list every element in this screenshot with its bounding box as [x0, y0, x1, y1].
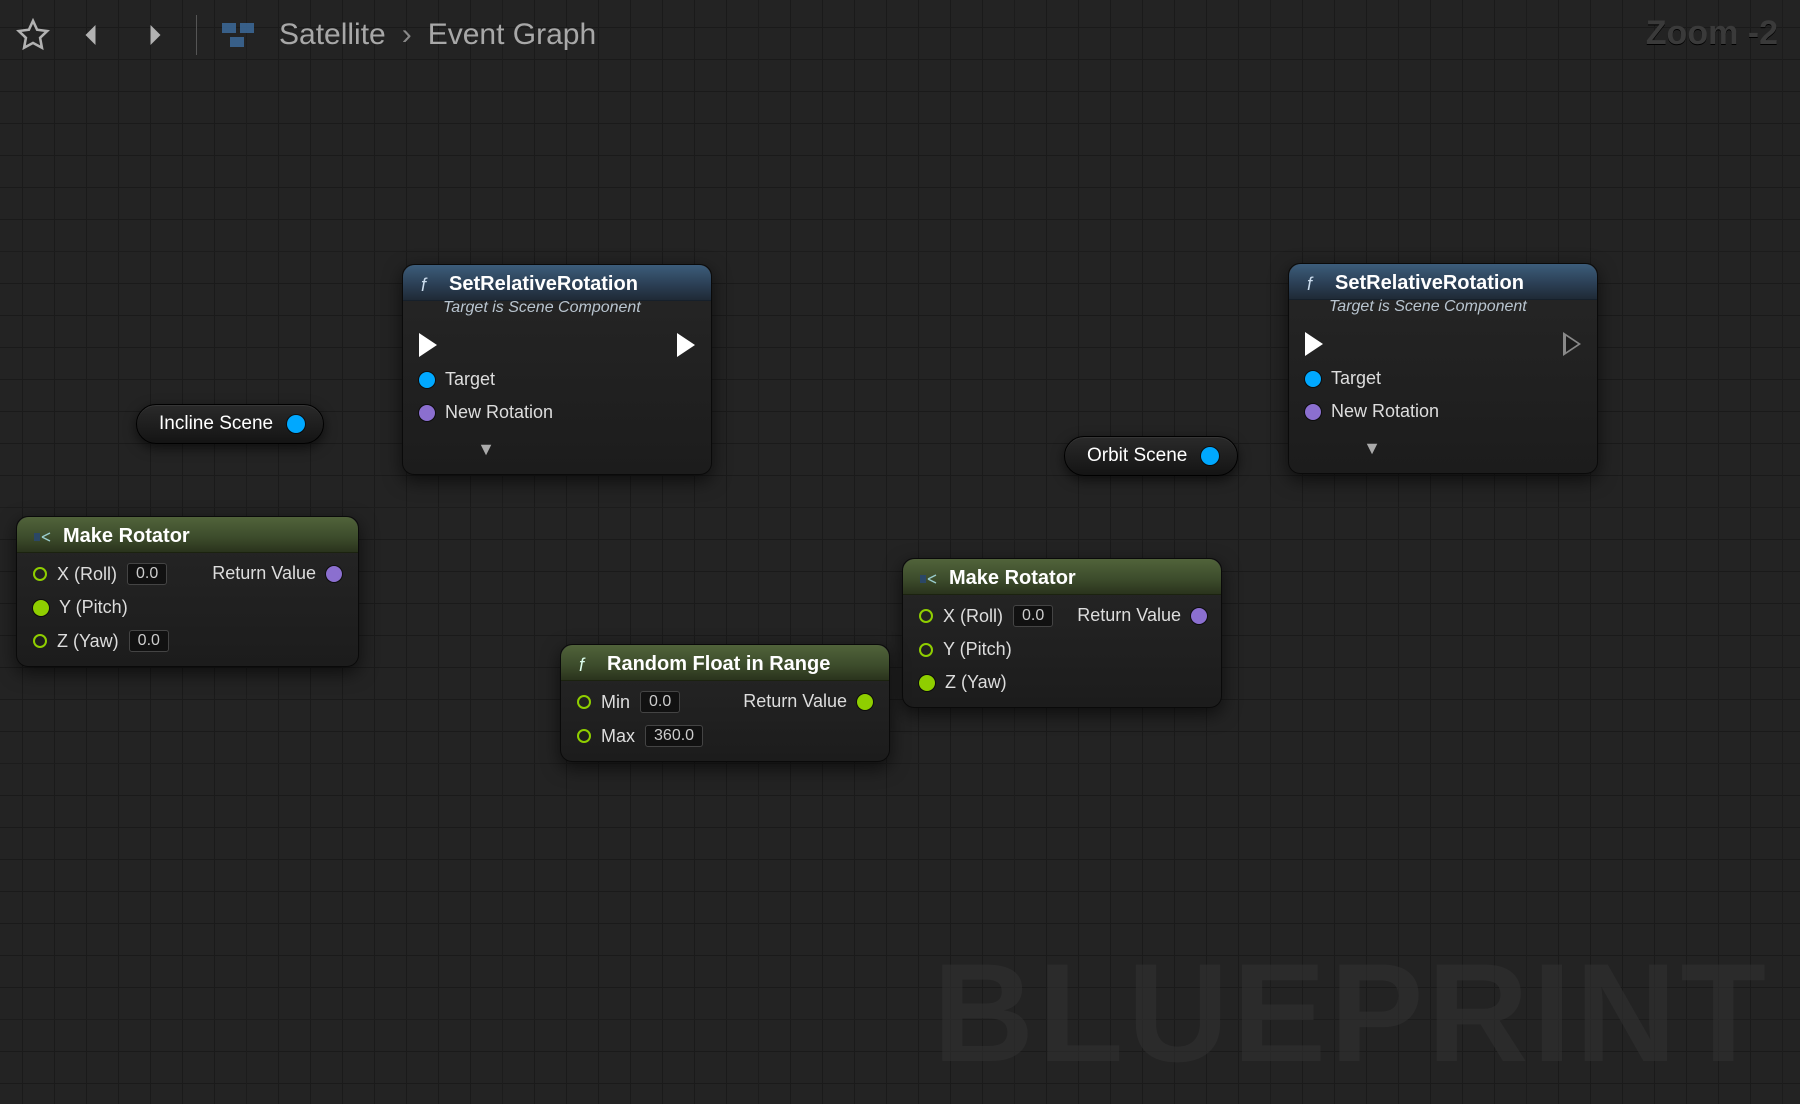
pin-label: Z (Yaw): [945, 672, 1007, 693]
pin-label: Return Value: [1077, 605, 1181, 626]
pin-value[interactable]: 0.0: [129, 630, 169, 652]
pin-target[interactable]: Target: [419, 369, 553, 390]
function-icon: f: [1303, 273, 1325, 295]
pin-value[interactable]: 0.0: [1013, 605, 1053, 627]
svg-text:f: f: [421, 275, 428, 295]
pin-roll[interactable]: X (Roll) 0.0: [919, 605, 1053, 627]
pin-value[interactable]: 0.0: [127, 563, 167, 585]
variable-orbit-scene[interactable]: Orbit Scene: [1064, 436, 1238, 476]
pin-return-value[interactable]: Return Value: [1077, 605, 1207, 626]
pin-label: New Rotation: [445, 402, 553, 423]
pin-label: New Rotation: [1331, 401, 1439, 422]
toolbar-separator: [196, 15, 197, 55]
pin-new-rotation[interactable]: New Rotation: [419, 402, 553, 423]
node-title: Make Rotator: [949, 567, 1076, 590]
function-icon: f: [575, 654, 597, 676]
forward-icon[interactable]: [132, 14, 174, 56]
node-title: SetRelativeRotation: [449, 273, 638, 296]
pin-value[interactable]: 360.0: [645, 725, 703, 747]
pin-label: Min: [601, 692, 630, 713]
pin-max[interactable]: Max 360.0: [577, 725, 703, 747]
node-header[interactable]: f Random Float in Range: [561, 645, 889, 681]
node-subtitle: Target is Scene Component: [1329, 298, 1597, 316]
pin-label: Max: [601, 726, 635, 747]
pin-exec-in[interactable]: [1305, 332, 1439, 356]
variable-label: Incline Scene: [159, 413, 273, 435]
svg-text:f: f: [1307, 274, 1314, 294]
breadcrumb: Satellite › Event Graph: [279, 18, 596, 52]
pin-label: Z (Yaw): [57, 631, 119, 652]
node-make-rotator-1[interactable]: Make Rotator X (Roll) 0.0 Y (Pitch) Z (Y…: [16, 516, 359, 667]
graph-type-icon[interactable]: [219, 14, 261, 56]
node-set-relative-rotation-2[interactable]: f SetRelativeRotation Target is Scene Co…: [1288, 263, 1598, 474]
expand-icon[interactable]: ▼: [1305, 434, 1439, 459]
node-title: Random Float in Range: [607, 653, 830, 676]
node-make-rotator-2[interactable]: Make Rotator X (Roll) 0.0 Y (Pitch) Z (Y…: [902, 558, 1222, 708]
pin-exec-in[interactable]: [419, 333, 553, 357]
pin-pitch[interactable]: Y (Pitch): [919, 639, 1053, 660]
node-subtitle: Target is Scene Component: [443, 299, 711, 317]
chevron-right-icon: ›: [402, 18, 412, 52]
pin-label: Y (Pitch): [943, 639, 1012, 660]
breadcrumb-current[interactable]: Event Graph: [428, 18, 596, 52]
node-header[interactable]: f SetRelativeRotation: [1289, 264, 1597, 300]
function-icon: f: [417, 274, 439, 296]
pin-pitch[interactable]: Y (Pitch): [33, 597, 169, 618]
struct-icon: [917, 568, 939, 590]
pin-return-value[interactable]: Return Value: [743, 691, 873, 712]
back-icon[interactable]: [72, 14, 114, 56]
node-random-float-in-range[interactable]: f Random Float in Range Min 0.0 Max 360.…: [560, 644, 890, 762]
toolbar: Satellite › Event Graph: [0, 0, 1800, 70]
node-title: SetRelativeRotation: [1335, 272, 1524, 295]
pin-label: Target: [445, 369, 495, 390]
node-header[interactable]: Make Rotator: [17, 517, 358, 553]
pin-label: Target: [1331, 368, 1381, 389]
pin-min[interactable]: Min 0.0: [577, 691, 703, 713]
pin-label: Return Value: [743, 691, 847, 712]
node-set-relative-rotation-1[interactable]: f SetRelativeRotation Target is Scene Co…: [402, 264, 712, 475]
pin-roll[interactable]: X (Roll) 0.0: [33, 563, 169, 585]
pin-new-rotation[interactable]: New Rotation: [1305, 401, 1439, 422]
node-title: Make Rotator: [63, 525, 190, 548]
variable-label: Orbit Scene: [1087, 445, 1187, 467]
pin-exec-out[interactable]: [677, 333, 695, 357]
expand-icon[interactable]: ▼: [419, 435, 553, 460]
variable-incline-scene[interactable]: Incline Scene: [136, 404, 324, 444]
pin-target[interactable]: Target: [1305, 368, 1439, 389]
pin-label: X (Roll): [57, 564, 117, 585]
struct-icon: [31, 526, 53, 548]
pin-label: Y (Pitch): [59, 597, 128, 618]
graph-canvas[interactable]: Incline Scene Orbit Scene f SetRelativeR…: [0, 0, 1800, 1104]
pin-yaw[interactable]: Z (Yaw): [919, 672, 1053, 693]
pin-return-value[interactable]: Return Value: [212, 563, 342, 584]
node-header[interactable]: Make Rotator: [903, 559, 1221, 595]
node-header[interactable]: f SetRelativeRotation: [403, 265, 711, 301]
pin-object-out[interactable]: [287, 415, 305, 433]
pin-value[interactable]: 0.0: [640, 691, 680, 713]
pin-yaw[interactable]: Z (Yaw) 0.0: [33, 630, 169, 652]
pin-object-out[interactable]: [1201, 447, 1219, 465]
pin-exec-out[interactable]: [1563, 332, 1581, 356]
favorite-icon[interactable]: [12, 14, 54, 56]
pin-label: Return Value: [212, 563, 316, 584]
breadcrumb-parent[interactable]: Satellite: [279, 18, 386, 52]
pin-label: X (Roll): [943, 606, 1003, 627]
svg-text:f: f: [579, 655, 586, 675]
